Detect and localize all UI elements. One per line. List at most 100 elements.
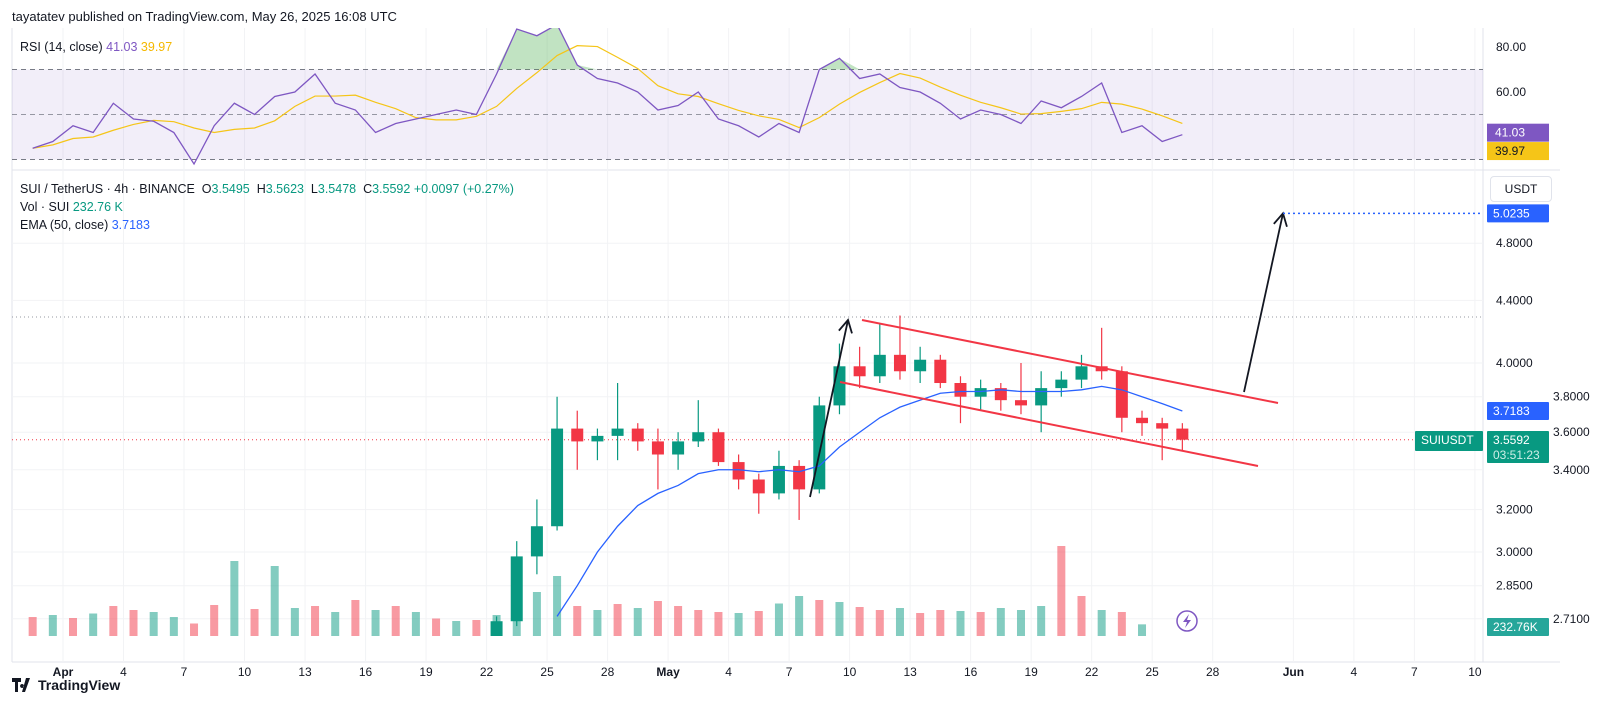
time-tick-label: Jun: [1283, 665, 1304, 679]
time-tick-label: 19: [1024, 665, 1038, 679]
candle-body: [530, 526, 543, 557]
volume-bar: [432, 618, 441, 636]
volume-bar: [169, 617, 178, 636]
price-plot: [12, 211, 1483, 636]
volume-bar: [815, 600, 824, 636]
volume-bar: [553, 576, 562, 636]
price-tick-label: 3.8000: [1553, 390, 1590, 404]
symbol-legend[interactable]: SUI / TetherUS · 4h · BINANCE O3.5495 H3…: [20, 180, 514, 198]
volume-bar: [916, 613, 925, 636]
rsi-ma-line: [32, 45, 1183, 149]
candle-body: [1115, 371, 1128, 418]
volume-badge: 232.76K: [1493, 620, 1538, 634]
close-value: 3.5592: [372, 182, 411, 196]
symbol-badge-bg: [1415, 431, 1483, 451]
candle-body: [873, 354, 886, 377]
volume-bar: [976, 612, 985, 636]
candle-body: [712, 432, 725, 463]
candle-body: [954, 383, 967, 397]
volume-bar: [1077, 596, 1086, 636]
tradingview-logo[interactable]: TradingView: [12, 677, 120, 693]
volume-bar: [1057, 546, 1066, 636]
time-tick-label: 4: [120, 665, 127, 679]
rsi-line: [32, 28, 1183, 166]
price-tick-label: 4.8000: [1496, 236, 1533, 250]
time-tick-label: May: [656, 665, 680, 679]
rsi-value-badge: 41.03: [1495, 126, 1525, 140]
rsi-ma-badge: 39.97: [1495, 144, 1525, 158]
volume-bar: [149, 612, 158, 636]
time-tick-label: 22: [1085, 665, 1099, 679]
target-arrow-line: [1243, 213, 1284, 393]
open-label: O: [201, 182, 212, 196]
volume-bar: [109, 606, 118, 636]
ema-legend[interactable]: EMA (50, close) 3.7183: [20, 216, 514, 234]
low-value: 3.5478: [317, 182, 357, 196]
volume-bar: [996, 608, 1005, 636]
close-label: C: [363, 182, 373, 196]
impulse-arrow-line: [809, 319, 849, 498]
volume-bar: [795, 596, 804, 636]
target-price-badge: 5.0235: [1493, 206, 1530, 220]
candle-body: [974, 388, 987, 397]
volume-bar: [230, 561, 239, 636]
volume-bar: [714, 612, 723, 636]
time-tick-label: 25: [540, 665, 554, 679]
ema-value: 3.7183: [111, 218, 150, 232]
last-price-badge: 3.5592: [1493, 433, 1530, 447]
volume-bar: [774, 603, 783, 636]
ema-label: EMA (50, close): [20, 218, 109, 232]
volume-bar: [875, 610, 884, 636]
volume-bar: [48, 615, 57, 636]
rsi-label: RSI (14, close): [20, 40, 103, 54]
candle-body: [651, 441, 664, 455]
rsi-legend[interactable]: RSI (14, close) 41.03 39.97: [20, 40, 172, 54]
volume-bar: [1097, 610, 1106, 636]
volume-bar: [28, 617, 37, 636]
candle-body: [571, 428, 584, 442]
publisher-line: tayatatev published on TradingView.com, …: [12, 9, 397, 24]
symbol-label: SUI / TetherUS · 4h · BINANCE: [20, 182, 195, 196]
volume-bar: [210, 605, 219, 636]
rsi-ma-badge-bg: [1487, 142, 1549, 161]
last-price-badge-bg: [1487, 431, 1549, 463]
volume-bar: [129, 610, 138, 636]
candle-body: [752, 479, 765, 494]
candle-body: [692, 432, 705, 442]
candle-body: [994, 388, 1007, 401]
brand-label: TradingView: [38, 677, 121, 693]
time-tick-label: 22: [480, 665, 494, 679]
currency-button[interactable]: USDT: [1490, 176, 1552, 202]
lightning-bolt-icon: [1183, 614, 1191, 628]
volume-bar: [593, 610, 602, 636]
volume-bar: [653, 601, 662, 636]
price-tick-label: 2.8500: [1496, 579, 1533, 593]
volume-bar: [1138, 624, 1147, 636]
volume-bar: [69, 618, 77, 636]
volume-legend[interactable]: Vol · SUI 232.76 K: [20, 198, 514, 216]
rsi-tick-label: 80.00: [1496, 40, 1526, 54]
volume-bar: [391, 606, 400, 636]
volume-bar: [371, 610, 380, 636]
candle-body: [934, 359, 947, 384]
candle-body: [1156, 423, 1169, 429]
time-tick-label: 7: [786, 665, 793, 679]
candle-body: [631, 428, 644, 442]
volume-bar: [734, 613, 743, 636]
price-tick-label: 4.4000: [1496, 293, 1533, 307]
open-value: 3.5495: [211, 182, 250, 196]
volume-bar: [573, 606, 582, 636]
volume-bar: [270, 566, 279, 636]
candle-body: [833, 366, 846, 406]
price-tick-label: 3.6000: [1553, 425, 1590, 439]
ema-line: [556, 385, 1183, 617]
main-legend[interactable]: SUI / TetherUS · 4h · BINANCE O3.5495 H3…: [20, 180, 514, 234]
volume-value: 232.76 K: [72, 200, 123, 214]
tradingview-logo-icon: [12, 678, 30, 692]
price-tick-label: 2.7100: [1553, 612, 1590, 626]
impulse-arrow-head-icon: [838, 318, 853, 334]
candle-body: [672, 441, 685, 455]
candle-body: [1035, 388, 1048, 406]
low-label: L: [310, 182, 318, 196]
